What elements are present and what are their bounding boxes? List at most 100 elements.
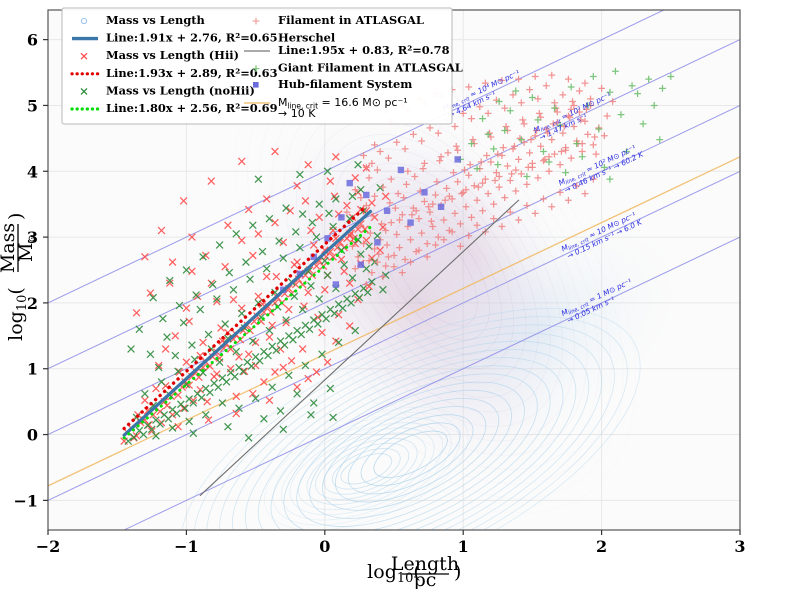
square-icon bbox=[253, 82, 259, 88]
data-point bbox=[437, 203, 445, 211]
data-point bbox=[634, 90, 641, 97]
data-point bbox=[548, 71, 556, 79]
legend-item[interactable]: Line:1.93x + 2.89, R²=0.63 bbox=[70, 66, 278, 80]
data-point bbox=[562, 169, 570, 176]
fit-lines-layer bbox=[122, 199, 520, 496]
data-point bbox=[499, 144, 507, 151]
x-axis-label: log10( Length pc ) bbox=[367, 553, 461, 589]
data-point bbox=[386, 199, 394, 207]
data-point bbox=[354, 235, 362, 244]
data-point bbox=[171, 351, 180, 360]
data-point bbox=[308, 218, 317, 227]
legend[interactable]: Mass vs Length Line:1.91x + 2.76, R²=0.65… bbox=[61, 7, 463, 125]
data-point bbox=[448, 228, 456, 236]
data-point bbox=[436, 157, 444, 165]
x-cross-icon bbox=[80, 52, 88, 60]
data-point bbox=[506, 107, 514, 115]
data-point bbox=[526, 149, 534, 157]
data-point bbox=[154, 361, 163, 370]
data-point bbox=[322, 314, 331, 323]
data-point bbox=[445, 192, 453, 200]
data-point bbox=[199, 338, 207, 347]
legend-label: Mass vs Length bbox=[106, 13, 206, 27]
data-point bbox=[595, 125, 603, 133]
data-point bbox=[504, 162, 511, 170]
svg-text:log10(: log10( bbox=[367, 561, 421, 586]
critical-line bbox=[48, 39, 740, 370]
data-point bbox=[401, 145, 409, 153]
data-point bbox=[268, 383, 277, 392]
data-point bbox=[356, 185, 365, 194]
data-point bbox=[254, 292, 263, 301]
data-point bbox=[304, 160, 313, 169]
data-point bbox=[656, 136, 664, 144]
data-point bbox=[154, 363, 163, 372]
legend-box[interactable] bbox=[61, 7, 453, 125]
data-point bbox=[495, 173, 503, 180]
data-point bbox=[262, 272, 271, 281]
data-point bbox=[434, 129, 442, 137]
plus-icon bbox=[252, 65, 260, 72]
legend-item[interactable]: Line:1.91x + 2.76, R²=0.65 bbox=[72, 31, 278, 45]
data-point bbox=[315, 213, 324, 222]
data-point bbox=[323, 358, 332, 366]
data-point bbox=[351, 174, 360, 182]
data-point bbox=[188, 267, 196, 276]
data-point bbox=[363, 288, 372, 297]
legend-item[interactable]: Line:1.95x + 0.83, R²=0.78 bbox=[244, 43, 450, 57]
legend-item[interactable]: Filament in ATLASGAL bbox=[252, 13, 424, 27]
data-point bbox=[502, 123, 510, 130]
data-point bbox=[465, 83, 473, 91]
data-point bbox=[213, 295, 221, 303]
data-point bbox=[264, 351, 272, 360]
data-point bbox=[185, 317, 194, 326]
data-point bbox=[347, 299, 355, 307]
legend-item[interactable]: Line:1.80x + 2.56, R²=0.69 bbox=[70, 101, 278, 115]
data-point bbox=[559, 91, 567, 99]
legend-item[interactable]: Mass vs Length bbox=[80, 13, 206, 27]
axis-ticks: −2 −1 0 1 2 3 −1 0 1 2 3 4 5 6 bbox=[13, 31, 745, 556]
legend-item[interactable]: Mass vs Length (Hii) bbox=[80, 48, 239, 62]
data-point bbox=[544, 129, 552, 137]
data-point bbox=[562, 146, 570, 154]
legend-item[interactable]: Hub-filament System bbox=[253, 77, 412, 91]
data-point bbox=[397, 166, 405, 174]
data-point bbox=[340, 260, 349, 269]
data-point bbox=[338, 214, 345, 221]
data-point bbox=[289, 335, 297, 344]
data-point bbox=[381, 192, 390, 201]
data-point bbox=[512, 87, 520, 95]
data-point bbox=[481, 228, 489, 236]
data-points-layer bbox=[120, 67, 675, 445]
legend-item[interactable]: Mline, crit = 16.6 M⊙ pc⁻¹→ 10 K bbox=[244, 96, 408, 120]
legend-item[interactable]: Mass vs Length (noHii) bbox=[80, 83, 255, 97]
data-point bbox=[407, 258, 415, 266]
data-point bbox=[443, 184, 450, 192]
data-point bbox=[282, 204, 290, 212]
data-point bbox=[540, 157, 547, 165]
svg-text:): ) bbox=[5, 213, 27, 220]
data-point bbox=[284, 305, 293, 314]
data-point bbox=[501, 104, 509, 112]
data-point bbox=[454, 156, 461, 163]
data-point bbox=[171, 331, 180, 340]
data-point bbox=[387, 175, 395, 183]
svg-text:Mass: Mass bbox=[0, 223, 19, 273]
data-point bbox=[429, 223, 437, 230]
data-point bbox=[271, 147, 279, 156]
data-point bbox=[556, 121, 564, 129]
data-point bbox=[432, 241, 439, 249]
data-point bbox=[240, 367, 249, 376]
legend-item[interactable]: Herschel bbox=[278, 31, 336, 45]
data-point bbox=[244, 434, 253, 442]
data-point bbox=[152, 384, 160, 393]
legend-item[interactable]: Giant Filament in ATLASGAL bbox=[252, 61, 463, 75]
data-point bbox=[365, 174, 373, 182]
plus-icon bbox=[252, 17, 260, 25]
data-point bbox=[581, 190, 589, 198]
data-point bbox=[426, 208, 434, 216]
data-point bbox=[490, 145, 498, 153]
data-point bbox=[490, 215, 498, 223]
data-point bbox=[545, 167, 553, 175]
data-point bbox=[501, 194, 509, 201]
